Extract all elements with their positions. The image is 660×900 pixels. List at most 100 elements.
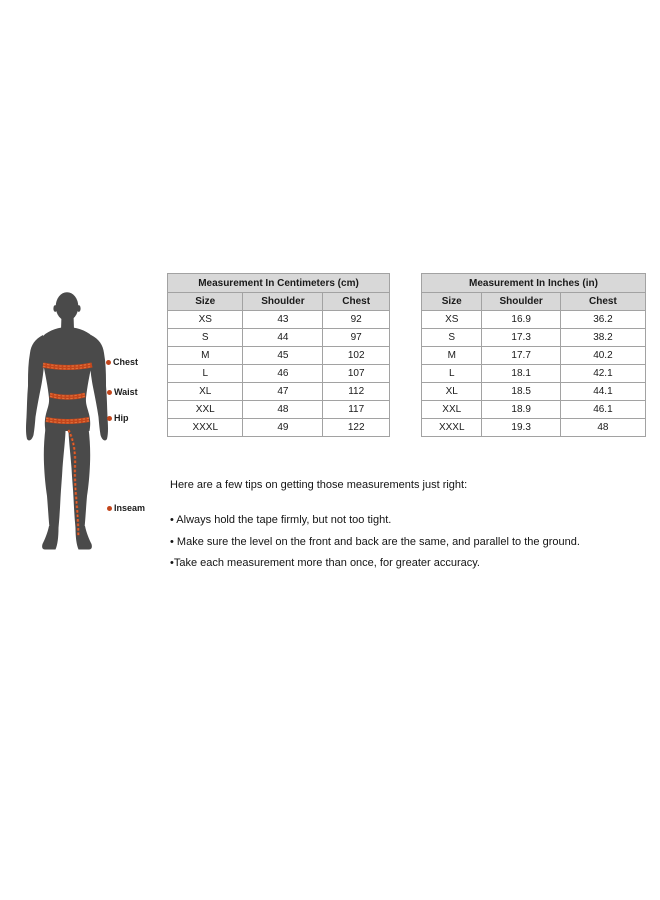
table-row: XXXL 49 122: [166, 418, 390, 437]
table-row: XXXL 19.3 48: [420, 418, 647, 437]
table-cell: 36.2: [559, 310, 647, 329]
silhouette-leg-right: [68, 428, 91, 528]
chest-measure-line: [42, 362, 93, 370]
silhouette-leg-left: [43, 428, 66, 528]
table-row: XXL 48 117: [166, 400, 390, 419]
silhouette-foot-left: [42, 526, 59, 550]
table-cell: 47: [242, 382, 324, 401]
measuring-tips: Here are a few tips on getting those mea…: [170, 479, 656, 575]
table-body: XS 43 92 S 44 97 M 45 102 L 46 107 XL 47 112 XXL 48 117 XX…: [166, 310, 390, 437]
table-cell: 102: [322, 346, 390, 365]
hip-label: Hip: [107, 413, 129, 423]
table-cell: XXL: [166, 400, 244, 419]
hip-measure-line: [45, 417, 90, 424]
table-cell: 38.2: [559, 328, 647, 347]
table-cell: L: [166, 364, 244, 383]
silhouette-foot-right: [75, 526, 92, 550]
table-row: L 18.1 42.1: [420, 364, 647, 383]
table-title: Measurement In Inches (in): [421, 273, 646, 293]
size-table-cm: Measurement In Centimeters (cm) Size Sho…: [166, 273, 390, 437]
table-row: XS 16.9 36.2: [420, 310, 647, 329]
hip-dot-icon: [107, 415, 112, 421]
table-cell: 18.1: [481, 364, 561, 383]
tips-intro: Here are a few tips on getting those mea…: [170, 479, 468, 491]
column-header-size: Size: [166, 292, 244, 311]
table-body: XS 16.9 36.2 S 17.3 38.2 M 17.7 40.2 L 18.1 42.1 XL 1…: [420, 310, 647, 437]
table-cell: M: [420, 346, 483, 365]
table-row: XS 43 92: [166, 310, 390, 329]
table-row: M 45 102: [166, 346, 390, 365]
table-cell: 19.3: [481, 418, 561, 437]
table-cell: XXXL: [166, 418, 244, 437]
table-cell: XXL: [420, 400, 483, 419]
size-table-in: Measurement In Inches (in) Size Shoulder…: [420, 273, 647, 437]
waist-dot-icon: [107, 389, 112, 395]
table-row: L 46 107: [166, 364, 390, 383]
table-header-row: Size Shoulder Chest: [420, 292, 647, 311]
table-cell: 17.3: [481, 328, 561, 347]
table-title-row: Measurement In Inches (in): [421, 273, 646, 293]
silhouette-head: [55, 292, 79, 321]
table-title: Measurement In Centimeters (cm): [167, 273, 390, 293]
table-cell: 18.5: [481, 382, 561, 401]
table-cell: 48: [242, 400, 324, 419]
tip-item: • Always hold the tape firmly, but not t…: [170, 514, 392, 526]
table-cell: 44: [242, 328, 324, 347]
silhouette-neck: [61, 314, 74, 330]
table-row: XL 47 112: [166, 382, 390, 401]
table-cell: XXXL: [420, 418, 483, 437]
table-cell: 112: [322, 382, 390, 401]
inseam-dot-icon: [107, 505, 112, 511]
silhouette-arm-right: [89, 335, 108, 441]
table-cell: L: [420, 364, 483, 383]
waist-label: Waist: [107, 387, 138, 397]
table-cell: 92: [322, 310, 390, 329]
table-cell: 46.1: [559, 400, 647, 419]
column-header-chest: Chest: [322, 292, 390, 311]
tip-item: •Take each measurement more than once, f…: [170, 557, 480, 569]
table-cell: M: [166, 346, 244, 365]
table-header-row: Size Shoulder Chest: [166, 292, 390, 311]
table-cell: 48: [559, 418, 647, 437]
waist-measure-dashes: [49, 395, 86, 400]
table-cell: 44.1: [559, 382, 647, 401]
table-cell: 117: [322, 400, 390, 419]
silhouette-torso: [41, 327, 94, 431]
table-cell: 40.2: [559, 346, 647, 365]
chest-label-text: Chest: [113, 357, 139, 367]
chest-label: Chest: [106, 357, 138, 367]
hip-label-text: Hip: [114, 413, 129, 423]
waist-measure-dashes: [49, 393, 86, 397]
table-cell: 16.9: [481, 310, 561, 329]
table-cell: XL: [420, 382, 483, 401]
table-cell: XL: [166, 382, 244, 401]
silhouette-arm-left: [26, 335, 45, 441]
column-header-shoulder: Shoulder: [242, 292, 324, 311]
hip-measure-dashes: [45, 420, 90, 424]
column-header-shoulder: Shoulder: [481, 292, 561, 311]
table-row: S 44 97: [166, 328, 390, 347]
table-row: XL 18.5 44.1: [420, 382, 647, 401]
table-cell: 17.7: [481, 346, 561, 365]
silhouette-ear-left: [53, 305, 57, 312]
body-silhouette-diagram: [26, 292, 108, 550]
column-header-size: Size: [420, 292, 483, 311]
table-cell: 43: [242, 310, 324, 329]
table-cell: S: [420, 328, 483, 347]
column-header-chest: Chest: [559, 292, 647, 311]
chest-measure-dashes: [42, 365, 93, 370]
inseam-measure-dashes: [68, 429, 79, 538]
silhouette-ear-right: [77, 305, 81, 312]
table-cell: XS: [166, 310, 244, 329]
hip-measure-dashes: [45, 417, 90, 421]
table-cell: 46: [242, 364, 324, 383]
table-cell: 97: [322, 328, 390, 347]
chest-dot-icon: [106, 359, 111, 365]
chest-measure-dashes: [42, 363, 93, 367]
table-cell: 18.9: [481, 400, 561, 419]
table-cell: 122: [322, 418, 390, 437]
table-cell: 107: [322, 364, 390, 383]
table-cell: XS: [420, 310, 483, 329]
table-cell: 42.1: [559, 364, 647, 383]
